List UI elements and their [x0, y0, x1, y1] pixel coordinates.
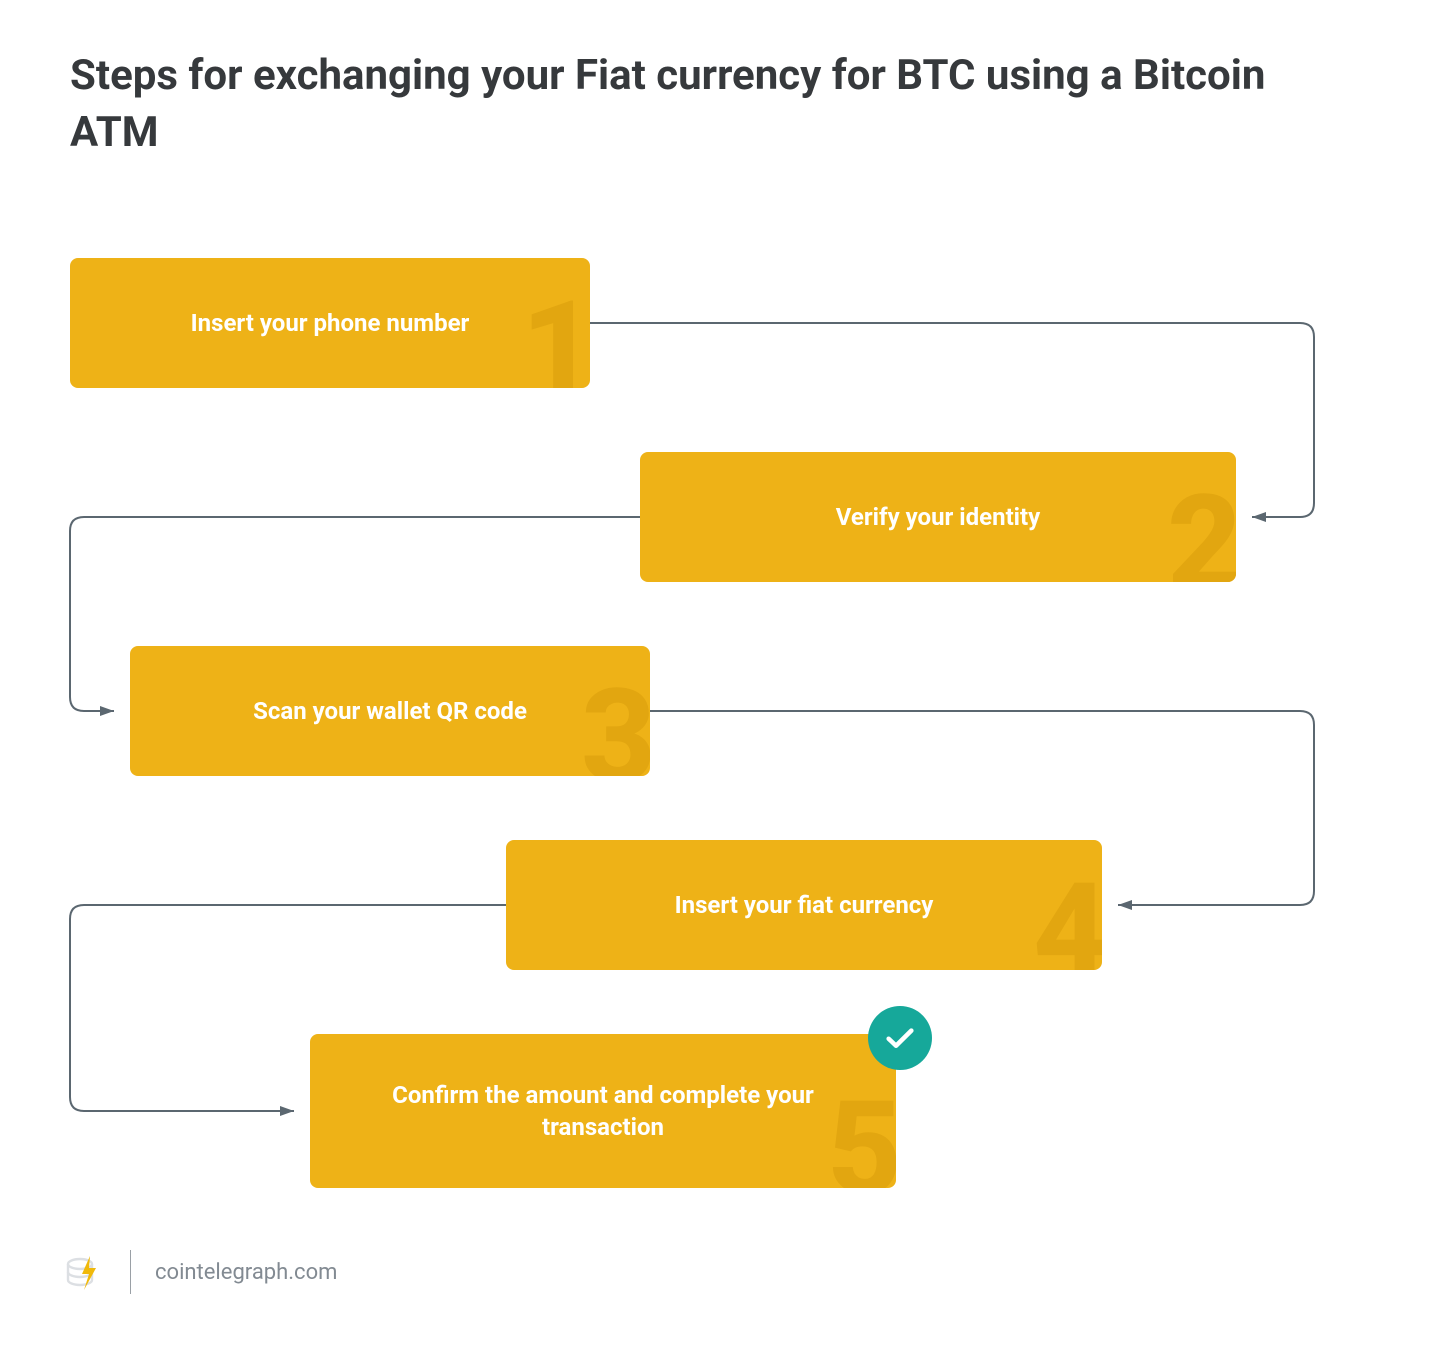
- flow-step-5: 5Confirm the amount and complete your tr…: [310, 1034, 896, 1188]
- footer: cointelegraph.com: [62, 1250, 337, 1294]
- step-label: Insert your phone number: [70, 307, 590, 339]
- flow-step-2: 2Verify your identity: [640, 452, 1236, 582]
- footer-site-label: cointelegraph.com: [155, 1260, 337, 1285]
- step-label: Verify your identity: [640, 501, 1236, 533]
- flow-step-1: 1Insert your phone number: [70, 258, 590, 388]
- step-label: Confirm the amount and complete your tra…: [310, 1079, 896, 1144]
- infographic-canvas: Steps for exchanging your Fiat currency …: [0, 0, 1450, 1345]
- page-title: Steps for exchanging your Fiat currency …: [70, 48, 1270, 161]
- cointelegraph-logo-icon: [62, 1250, 106, 1294]
- complete-check-icon: [868, 1006, 932, 1070]
- step-label: Insert your fiat currency: [506, 889, 1102, 921]
- footer-divider: [130, 1250, 131, 1294]
- step-label: Scan your wallet QR code: [130, 695, 650, 727]
- flow-step-3: 3Scan your wallet QR code: [130, 646, 650, 776]
- flow-step-4: 4Insert your fiat currency: [506, 840, 1102, 970]
